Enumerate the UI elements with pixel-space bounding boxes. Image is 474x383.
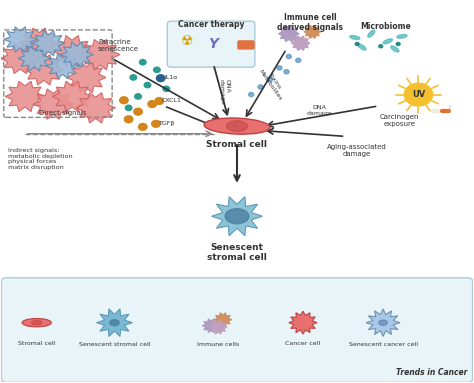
Circle shape (152, 120, 160, 127)
Polygon shape (52, 81, 92, 111)
Polygon shape (4, 27, 36, 52)
Text: CXCL1: CXCL1 (162, 98, 182, 103)
Polygon shape (52, 36, 92, 66)
Circle shape (124, 116, 133, 123)
Text: Y: Y (209, 37, 219, 51)
Text: Paracrine
senescence: Paracrine senescence (98, 39, 139, 52)
Polygon shape (46, 53, 79, 79)
Circle shape (134, 108, 142, 115)
Circle shape (155, 98, 164, 105)
Text: Toxins
Metabolites: Toxins Metabolites (257, 65, 287, 101)
Circle shape (356, 43, 359, 46)
Polygon shape (202, 319, 220, 332)
Text: Microbiome: Microbiome (360, 22, 411, 31)
Text: DNA
damage: DNA damage (218, 79, 230, 105)
Polygon shape (291, 36, 310, 51)
Circle shape (396, 43, 400, 46)
Text: Stromal cell: Stromal cell (18, 341, 55, 346)
Text: Stromal cell: Stromal cell (207, 140, 267, 149)
Text: Senescent
stromal cell: Senescent stromal cell (207, 243, 267, 262)
Polygon shape (19, 28, 59, 58)
Polygon shape (211, 197, 263, 236)
Text: Senescent stromal cell: Senescent stromal cell (79, 342, 150, 347)
Polygon shape (209, 320, 227, 334)
Polygon shape (60, 42, 93, 67)
Polygon shape (289, 311, 317, 334)
Ellipse shape (227, 121, 247, 131)
Ellipse shape (22, 319, 51, 327)
Ellipse shape (225, 209, 249, 224)
Polygon shape (97, 309, 132, 336)
Text: Carcinogen
exposure: Carcinogen exposure (380, 113, 419, 126)
Circle shape (296, 58, 301, 62)
Text: Immune cells: Immune cells (197, 342, 239, 347)
Polygon shape (32, 31, 65, 56)
Polygon shape (34, 89, 73, 119)
Polygon shape (24, 55, 64, 85)
Text: Indirect signals:
metabolic depletion
physical forces
matrix disruption: Indirect signals: metabolic depletion ph… (9, 148, 73, 170)
Text: Immune cell
derived signals: Immune cell derived signals (277, 13, 343, 32)
Circle shape (135, 94, 141, 99)
Circle shape (138, 123, 147, 130)
Circle shape (286, 54, 292, 59)
Polygon shape (5, 81, 45, 111)
Ellipse shape (397, 34, 407, 38)
Text: Cancer therapy: Cancer therapy (178, 20, 244, 29)
FancyBboxPatch shape (167, 21, 255, 67)
Text: Senescent cancer cell: Senescent cancer cell (348, 342, 418, 347)
Text: Cancer cell: Cancer cell (285, 341, 320, 346)
Polygon shape (66, 62, 106, 93)
Circle shape (163, 86, 170, 92)
Polygon shape (214, 313, 232, 326)
Ellipse shape (368, 30, 375, 37)
Polygon shape (278, 26, 299, 42)
Circle shape (284, 70, 289, 74)
Polygon shape (81, 39, 120, 70)
Ellipse shape (32, 321, 42, 325)
Ellipse shape (383, 39, 392, 44)
Ellipse shape (350, 36, 360, 39)
Circle shape (119, 97, 128, 104)
Circle shape (130, 75, 137, 80)
Ellipse shape (110, 320, 119, 326)
Polygon shape (18, 46, 51, 71)
Circle shape (248, 92, 254, 97)
Text: UV: UV (412, 90, 425, 99)
Circle shape (125, 105, 132, 111)
Circle shape (144, 82, 151, 88)
Circle shape (156, 75, 165, 82)
Text: Aging-associated
damage: Aging-associated damage (327, 144, 387, 157)
Text: TGFβ: TGFβ (159, 121, 176, 126)
Ellipse shape (358, 44, 366, 50)
Text: IL1α: IL1α (164, 75, 177, 80)
Polygon shape (366, 309, 400, 336)
Circle shape (277, 66, 282, 70)
Ellipse shape (379, 320, 387, 325)
Text: Trends in Cancer: Trends in Cancer (396, 368, 467, 377)
Polygon shape (76, 93, 116, 123)
Text: Direct signals: Direct signals (39, 110, 86, 116)
Circle shape (258, 85, 263, 89)
Text: ☢: ☢ (181, 34, 194, 48)
Text: DNA
damage: DNA damage (307, 105, 332, 116)
Circle shape (154, 67, 160, 72)
Circle shape (404, 83, 433, 106)
Ellipse shape (204, 118, 270, 134)
Polygon shape (304, 25, 321, 38)
Circle shape (379, 45, 383, 48)
Polygon shape (0, 43, 40, 74)
Circle shape (148, 101, 156, 108)
Circle shape (139, 60, 146, 65)
FancyBboxPatch shape (238, 41, 254, 49)
Circle shape (267, 77, 273, 82)
FancyBboxPatch shape (1, 278, 473, 382)
Ellipse shape (391, 46, 399, 52)
